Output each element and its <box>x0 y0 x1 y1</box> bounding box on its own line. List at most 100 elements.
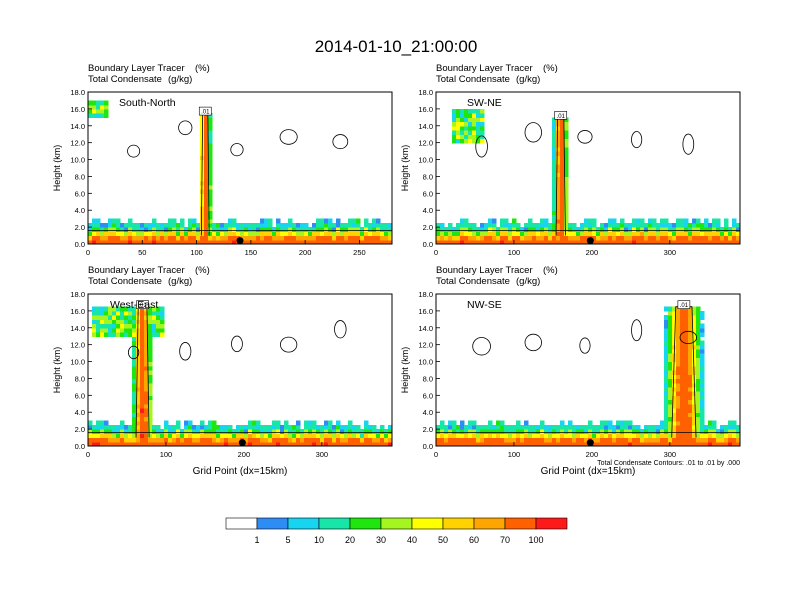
heatmap-cell <box>736 433 741 439</box>
heatmap-cell <box>204 155 209 161</box>
heatmap-cell <box>228 222 233 228</box>
heatmap-cell <box>168 231 173 237</box>
heatmap-cell <box>264 441 269 447</box>
y-tick-label: 6.0 <box>75 189 85 198</box>
heatmap-cell <box>528 429 533 434</box>
heatmap-cell <box>568 429 573 434</box>
heatmap-cell <box>472 113 477 118</box>
heatmap-cell <box>464 138 469 144</box>
heatmap-cell <box>532 231 537 237</box>
heatmap-cell <box>736 222 741 228</box>
heatmap-cell <box>460 231 465 237</box>
heatmap-cell <box>88 441 93 447</box>
heatmap-cell <box>216 231 221 237</box>
heatmap-cell <box>104 441 109 447</box>
heatmap-cell <box>188 433 193 439</box>
heatmap-cell <box>680 399 685 405</box>
heatmap-cell <box>144 323 149 329</box>
heatmap-cell <box>88 231 93 237</box>
heatmap-cell <box>364 222 369 228</box>
heatmap-cell <box>516 437 521 443</box>
heatmap-cell <box>472 420 477 426</box>
heatmap-cell <box>664 441 669 447</box>
heatmap-cell <box>340 437 345 443</box>
heatmap-cell <box>92 104 97 110</box>
x-axis: 0 50 100 150 200 250 <box>86 240 366 257</box>
heatmap-cell <box>692 227 697 232</box>
x-tick-label: 200 <box>299 248 312 257</box>
heatmap-cell <box>372 218 377 224</box>
y-tick-label: 10.0 <box>70 156 85 165</box>
heatmap-cell <box>624 441 629 447</box>
heatmap-cell <box>612 424 617 430</box>
heatmap-cell <box>660 437 665 443</box>
heatmap-cell <box>204 424 209 430</box>
heatmap-cell <box>684 370 689 375</box>
heatmap-cell <box>688 408 693 413</box>
heatmap-cell <box>700 370 705 375</box>
heatmap-cell <box>136 441 141 447</box>
heatmap-cell <box>708 424 713 430</box>
heatmap-cell <box>252 235 257 241</box>
y-tick-label: 0.0 <box>423 442 433 451</box>
heatmap-cell <box>640 239 645 245</box>
heatmap-cell <box>696 437 701 443</box>
heatmap-cell <box>328 441 333 447</box>
heatmap-cell <box>92 429 97 434</box>
heatmap-cell <box>524 433 529 439</box>
heatmap-cell <box>124 437 129 443</box>
heatmap-cell <box>280 239 285 245</box>
heatmap-cell <box>556 437 561 443</box>
heatmap-cell <box>644 433 649 439</box>
heatmap-cell <box>732 429 737 434</box>
heatmap-cell <box>108 310 113 316</box>
heatmap-cell <box>364 429 369 434</box>
heatmap-cell <box>316 222 321 228</box>
heatmap-cell <box>88 222 93 228</box>
heatmap-cell <box>208 125 213 131</box>
heatmap-cell <box>132 353 137 358</box>
heatmap-cell <box>732 231 737 237</box>
heatmap-cell <box>560 437 565 443</box>
heatmap-cell <box>556 433 561 439</box>
contour-label-box <box>198 106 212 116</box>
heatmap-cell <box>540 429 545 434</box>
heatmap-cell <box>632 235 637 241</box>
heatmap-cell <box>188 437 193 443</box>
heatmap-cell <box>136 424 141 430</box>
heatmap-cell <box>564 151 569 156</box>
heatmap-cell <box>700 340 705 346</box>
heatmap-cell <box>564 197 569 203</box>
heatmap-cell <box>652 231 657 237</box>
heatmap-cell <box>300 231 305 237</box>
heatmap-cell <box>216 429 221 434</box>
heatmap-cell <box>648 227 653 232</box>
heatmap-cell <box>624 239 629 245</box>
heatmap-cell <box>204 227 209 232</box>
heatmap-cell <box>152 429 157 434</box>
heatmap-cell <box>724 424 729 430</box>
heatmap-cell <box>692 361 697 367</box>
heatmap-cell <box>248 222 253 228</box>
heatmap-cell <box>344 433 349 439</box>
heatmap-cell <box>656 424 661 430</box>
heatmap-cell <box>228 235 233 241</box>
heatmap-cell <box>592 437 597 443</box>
heatmap-cell <box>516 429 521 434</box>
heatmap-cell <box>192 239 197 245</box>
heatmap-cell <box>172 218 177 224</box>
heatmap-cell <box>192 222 197 228</box>
heatmap-cell <box>516 441 521 447</box>
heatmap-cell <box>692 408 697 413</box>
heatmap-cell <box>180 235 185 241</box>
heatmap-cell <box>300 441 305 447</box>
heatmap-cell <box>252 231 257 237</box>
heatmap-cell <box>700 395 705 401</box>
heatmap-cell <box>616 437 621 443</box>
heatmap-cell <box>504 424 509 430</box>
heatmap-cell <box>120 310 125 316</box>
x-tick-label: 100 <box>190 248 203 257</box>
heatmap-cell <box>728 227 733 232</box>
heatmap-cell <box>460 420 465 426</box>
heatmap-cell <box>204 184 209 190</box>
